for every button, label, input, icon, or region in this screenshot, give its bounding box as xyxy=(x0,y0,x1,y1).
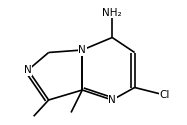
Text: N: N xyxy=(24,65,32,75)
Text: NH₂: NH₂ xyxy=(102,8,122,18)
Text: N: N xyxy=(108,95,116,105)
Text: N: N xyxy=(78,45,86,55)
Text: Cl: Cl xyxy=(159,90,170,100)
